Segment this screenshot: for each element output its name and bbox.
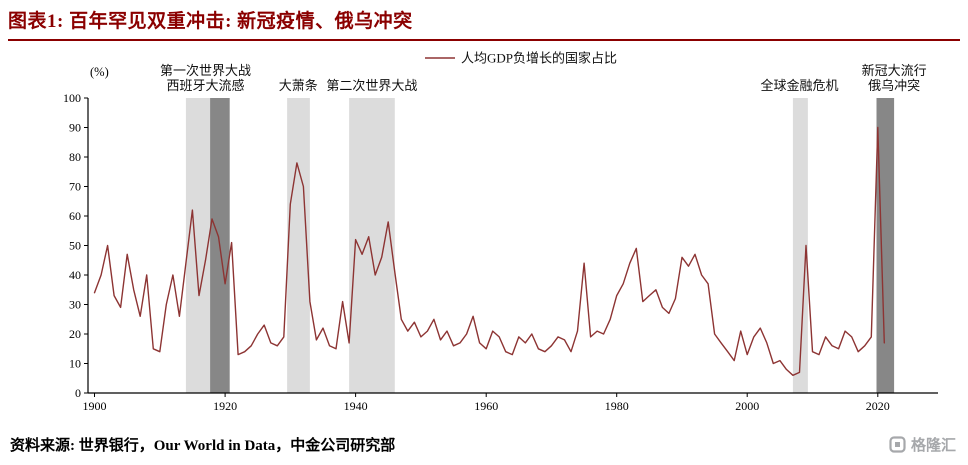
y-tick-label: 20 [69,327,81,341]
band-annotation: 大萧条 [279,78,318,93]
x-tick-label: 1920 [213,399,237,413]
event-band-covid-ukraine [876,98,895,393]
x-tick-label: 2020 [866,399,890,413]
y-tick-label: 50 [69,239,81,253]
y-tick-label: 80 [69,150,81,164]
y-tick-label: 60 [69,209,81,223]
band-annotation: 俄乌冲突 [868,78,920,93]
event-band-wwii [349,98,395,393]
x-tick-label: 1940 [344,399,368,413]
y-tick-label: 100 [63,91,81,105]
y-axis-unit-label: (%) [90,65,109,79]
y-tick-label: 90 [69,121,81,135]
band-annotation: 第一次世界大战 [160,63,251,78]
gelonghui-logo-icon [889,435,906,453]
legend-label: 人均GDP负增长的国家占比 [461,51,617,66]
gelonghui-logo-text: 格隆汇 [910,436,956,454]
y-tick-label: 30 [69,298,81,312]
x-tick-label: 2000 [735,399,759,413]
band-annotation: 新冠大流行 [862,63,927,78]
x-tick-label: 1900 [83,399,107,413]
gelonghui-logo: 格隆汇 [889,434,956,455]
chart-area: 第一次世界大战 西班牙大流感 大萧条 第二次世界大战 全球金融危机 新冠大流行 俄乌冲突 0 1… [40,46,955,418]
event-band-wwi [185,98,211,393]
figure-header: 图表1: 百年罕见双重冲击: 新冠疫情、俄乌冲突 [8,6,960,41]
band-annotation: 西班牙大流感 [166,78,244,93]
event-band-great-depression [287,98,310,393]
band-annotation: 第二次世界大战 [326,78,417,93]
figure-footer: 资料来源: 世界银行，Our World in Data，中金公司研究部 格隆汇 [10,432,956,456]
y-tick-label: 40 [69,268,81,282]
x-tick-label: 1960 [474,399,498,413]
y-tick-label: 0 [75,386,81,400]
figure-title: 图表1: 百年罕见双重冲击: 新冠疫情、俄乌冲突 [8,11,413,32]
y-tick-label: 10 [69,357,81,371]
event-band-gfc [792,98,808,393]
x-tick-label: 1980 [605,399,629,413]
source-note: 资料来源: 世界银行，Our World in Data，中金公司研究部 [10,437,396,454]
y-tick-label: 70 [69,180,81,194]
series-line [93,126,885,376]
band-annotation: 全球金融危机 [760,78,838,93]
